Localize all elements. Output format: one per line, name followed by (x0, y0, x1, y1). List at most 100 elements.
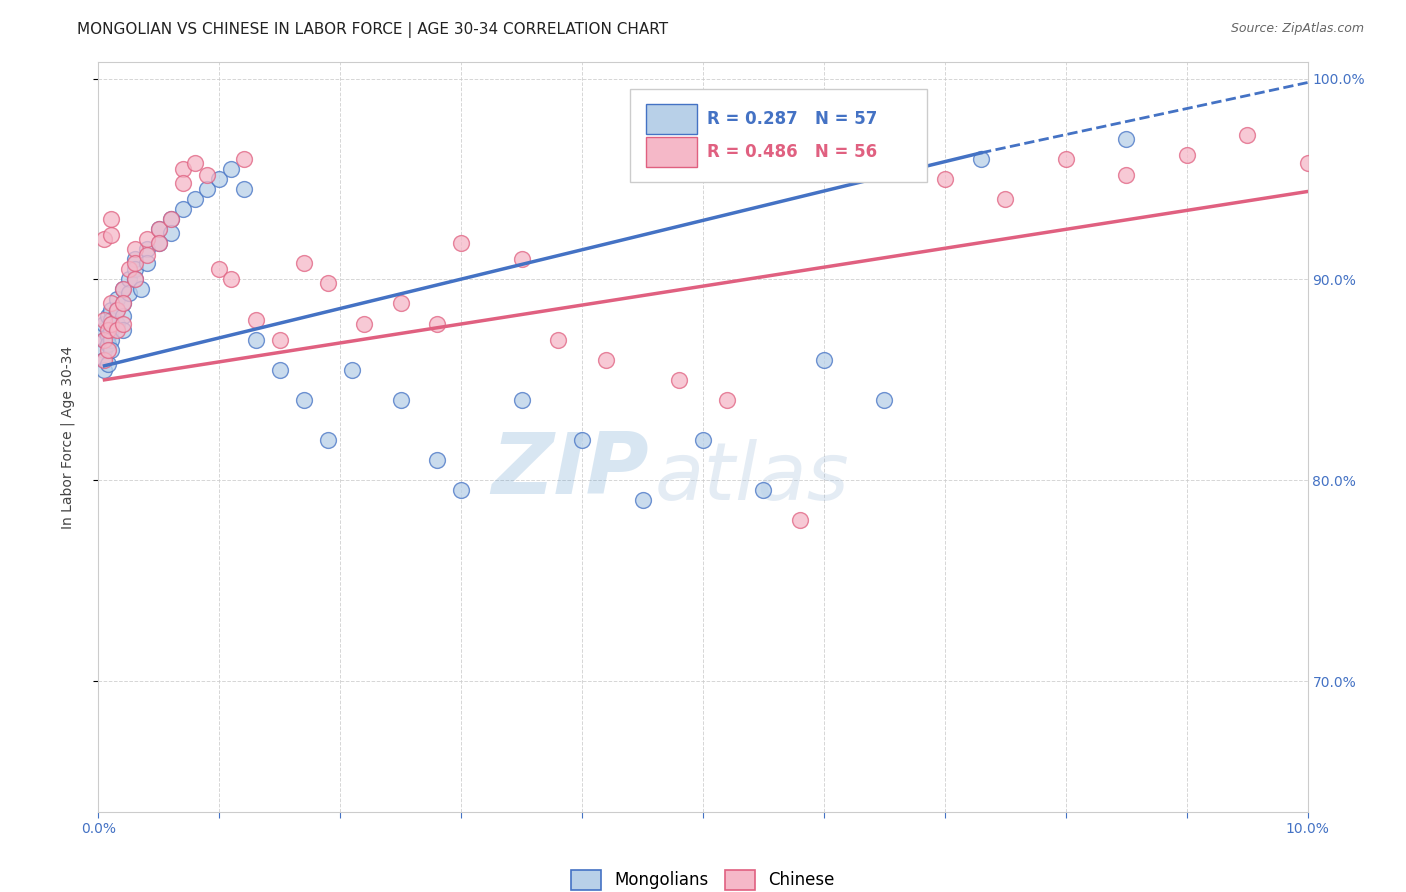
Point (105, 302, 128, 317)
Point (100, 212, 122, 227)
Point (232, 182, 254, 196)
Point (353, 317, 375, 331)
Text: R = 0.486   N = 56: R = 0.486 N = 56 (707, 143, 877, 161)
Point (93, 333, 115, 347)
Legend: Mongolians, Chinese: Mongolians, Chinese (562, 862, 844, 892)
Point (245, 312, 267, 326)
FancyBboxPatch shape (647, 136, 697, 167)
Point (105, 293, 128, 307)
Point (716, 392, 738, 407)
Text: R = 0.287   N = 57: R = 0.287 N = 57 (707, 110, 877, 128)
Point (269, 333, 291, 347)
Point (93, 352, 115, 367)
Point (510, 252, 533, 267)
Point (1115, 168, 1137, 182)
Point (124, 262, 146, 277)
Point (124, 272, 146, 286)
Point (595, 352, 617, 367)
Point (100, 323, 122, 337)
FancyBboxPatch shape (647, 103, 697, 134)
Point (148, 236, 170, 251)
Point (426, 453, 449, 467)
Point (100, 312, 122, 326)
Text: ZIP: ZIP (491, 429, 648, 512)
Point (245, 333, 267, 347)
Point (873, 152, 896, 166)
Text: Source: ZipAtlas.com: Source: ZipAtlas.com (1230, 22, 1364, 36)
Point (124, 272, 146, 286)
Point (118, 286, 141, 301)
Point (510, 392, 533, 407)
Point (752, 483, 775, 498)
Point (232, 152, 254, 166)
Point (316, 277, 339, 291)
Point (692, 433, 714, 447)
Point (135, 248, 157, 262)
Point (813, 352, 835, 367)
Point (111, 323, 134, 337)
Point (124, 252, 146, 267)
Point (631, 493, 654, 508)
Point (111, 296, 134, 310)
Point (100, 333, 122, 347)
Point (100, 296, 122, 310)
Point (172, 176, 194, 190)
Point (195, 168, 218, 182)
Point (1357, 176, 1379, 190)
Point (873, 392, 896, 407)
Point (970, 152, 993, 166)
Point (668, 373, 690, 387)
Point (97, 309, 120, 323)
Point (100, 343, 122, 357)
Point (789, 513, 811, 527)
Point (93, 317, 115, 331)
Point (389, 392, 412, 407)
Point (342, 363, 364, 377)
Point (934, 172, 956, 186)
Point (129, 282, 152, 296)
Point (1054, 152, 1077, 166)
Y-axis label: In Labor Force | Age 30-34: In Labor Force | Age 30-34 (60, 345, 75, 529)
Text: MONGOLIAN VS CHINESE IN LABOR FORCE | AGE 30-34 CORRELATION CHART: MONGOLIAN VS CHINESE IN LABOR FORCE | AG… (77, 22, 668, 38)
Point (111, 296, 134, 310)
Text: atlas: atlas (655, 439, 849, 517)
Point (148, 222, 170, 236)
Point (1175, 148, 1198, 162)
Point (135, 232, 157, 246)
Point (195, 182, 218, 196)
Point (450, 483, 472, 498)
Point (100, 317, 122, 331)
Point (93, 363, 115, 377)
FancyBboxPatch shape (630, 88, 927, 182)
Point (160, 226, 183, 240)
Point (111, 309, 134, 323)
Point (1115, 132, 1137, 146)
Point (221, 272, 243, 286)
Point (184, 192, 207, 206)
Point (148, 222, 170, 236)
Point (221, 161, 243, 176)
Point (100, 228, 122, 243)
Point (93, 312, 115, 326)
Point (269, 363, 291, 377)
Point (97, 343, 120, 357)
Point (389, 296, 412, 310)
Point (97, 328, 120, 343)
Point (184, 156, 207, 170)
Point (160, 212, 183, 227)
Point (93, 333, 115, 347)
Point (97, 323, 120, 337)
Point (292, 392, 315, 407)
Point (292, 256, 315, 270)
Point (97, 336, 120, 351)
Point (124, 242, 146, 256)
Point (111, 282, 134, 296)
Point (93, 232, 115, 246)
Point (118, 262, 141, 277)
Point (450, 236, 472, 251)
Point (93, 343, 115, 357)
Point (994, 192, 1017, 206)
Point (135, 242, 157, 256)
Point (426, 317, 449, 331)
Point (208, 172, 231, 186)
